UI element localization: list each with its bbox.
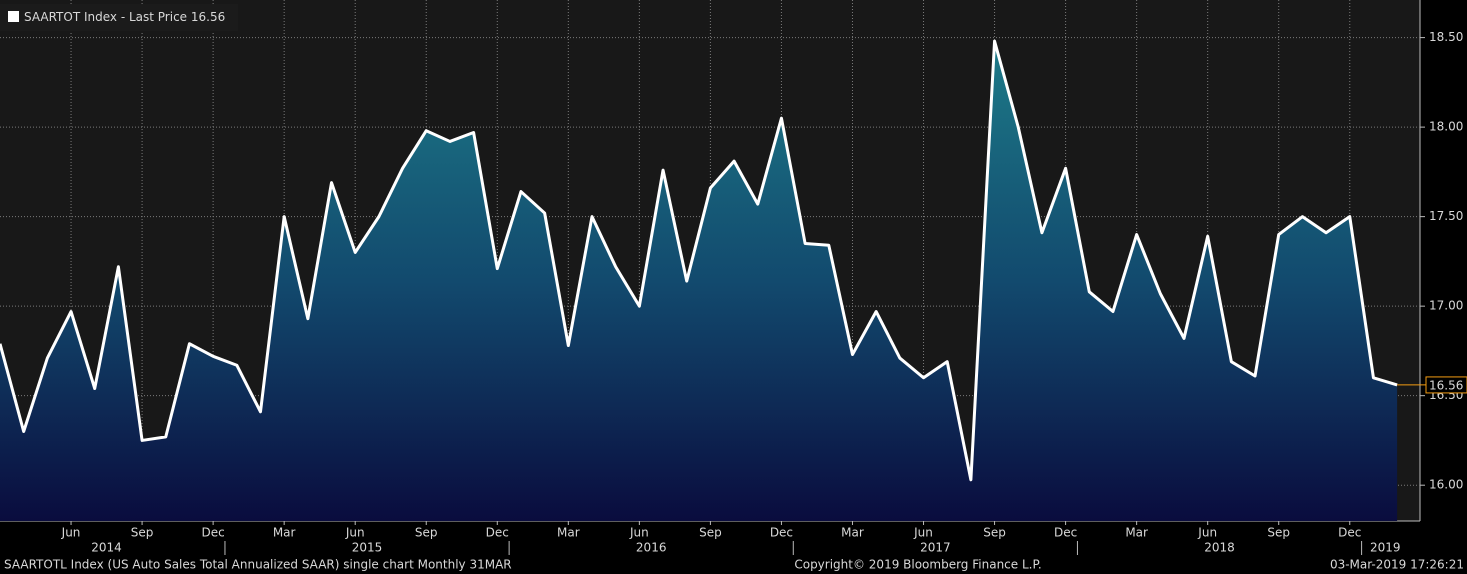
y-tick-label: 17.50 <box>1429 209 1463 223</box>
legend-swatch <box>8 11 19 22</box>
x-tick-label: Mar <box>273 526 296 540</box>
line <box>0 39 1398 482</box>
x-tick-label: Sep <box>131 526 154 540</box>
x-tick-label: Jun <box>1197 526 1217 540</box>
y-tick-label: 18.50 <box>1429 30 1463 44</box>
footer-left: SAARTOTL Index (US Auto Sales Total Annu… <box>4 558 512 572</box>
y-tick-label: 18.00 <box>1429 120 1463 134</box>
x-tick-label: Dec <box>202 526 225 540</box>
year-label: 2019 <box>1370 541 1401 555</box>
x-tick-label: Jun <box>61 526 81 540</box>
x-tick-label: Mar <box>1125 526 1148 540</box>
x-tick-label: Sep <box>699 526 722 540</box>
x-tick-label: Dec <box>770 526 793 540</box>
x-tick-label: Mar <box>557 526 580 540</box>
year-label: 2017 <box>920 541 951 555</box>
x-tick-label: Jun <box>913 526 933 540</box>
footer-center: Copyright© 2019 Bloomberg Finance L.P. <box>794 558 1041 572</box>
x-tick-label: Jun <box>345 526 365 540</box>
year-label: 2015 <box>352 541 383 555</box>
y-tick-label: 17.00 <box>1429 299 1463 313</box>
last-price-box <box>1425 376 1467 394</box>
y-tick-label: 16.00 <box>1429 478 1463 492</box>
year-label: 2018 <box>1204 541 1235 555</box>
x-tick-label: Sep <box>415 526 438 540</box>
year-label: 2016 <box>636 541 667 555</box>
x-tick-label: Dec <box>1054 526 1077 540</box>
x-tick-label: Jun <box>629 526 649 540</box>
last-price-label: 16.56 <box>1429 378 1463 392</box>
x-tick-label: Dec <box>486 526 509 540</box>
x-tick-label: Dec <box>1338 526 1361 540</box>
legend-box <box>0 4 238 31</box>
x-tick-label: Mar <box>841 526 864 540</box>
legend-value: 16.56 <box>191 10 225 24</box>
legend-label: SAARTOT Index - Last Price 16.56 <box>24 10 225 24</box>
area-fill <box>0 41 1398 521</box>
x-tick-label: Sep <box>1267 526 1290 540</box>
footer-right: 03-Mar-2019 17:26:21 <box>1330 558 1464 572</box>
legend-name: SAARTOT Index - Last Price <box>24 10 187 24</box>
x-tick-label: Sep <box>983 526 1006 540</box>
year-label: 2014 <box>91 541 122 555</box>
